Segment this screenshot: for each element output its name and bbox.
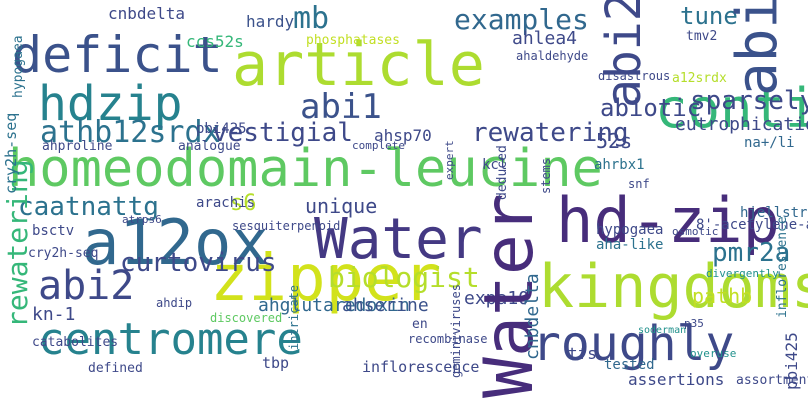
word-ahproline: ahserine: [342, 295, 429, 316]
word-kcl: bsctv: [32, 223, 75, 239]
word-differed: snf: [628, 177, 650, 191]
word-en: pbi425: [196, 121, 247, 137]
word-tfiib: phosphatases: [306, 33, 400, 48]
word-athb12srdx: examples: [454, 3, 589, 36]
word-tbp: osmotic: [672, 225, 719, 238]
word-paint: disastrous: [598, 69, 671, 83]
word-hjellstrom: ahrbx1: [594, 157, 645, 173]
word-stems: stems: [539, 157, 553, 194]
word-expa10: eutrophication: [675, 114, 808, 135]
word-tune: abi2: [38, 263, 135, 309]
word-similarities: atrps6: [122, 213, 162, 226]
word-kn-1: rewatering: [472, 118, 629, 148]
word-sesquiterpenoid: a12srdx: [672, 71, 727, 86]
word-hypogaea: hypogaea: [11, 35, 26, 98]
word-centromere: centromere: [38, 314, 303, 365]
word-geminiviruses: geminiviruses: [449, 284, 463, 378]
word-tmv2: 8'-acetylene-abaeukaryotes: [696, 217, 808, 233]
word-abscisic: ahaldehyde: [516, 49, 589, 63]
word-mb: contigs: [655, 77, 808, 140]
word-sparsely: curtovirus: [120, 248, 277, 278]
word-recombinase: ahdip: [156, 296, 193, 310]
word-bsctv: kcl: [482, 157, 508, 173]
word-disastrous: aha-like: [596, 237, 664, 253]
word-a12ox: a12ox: [82, 206, 269, 279]
word-aha-like: tbp: [262, 354, 290, 372]
word-cry2h-seq: cry2h-seq: [2, 112, 20, 194]
word-s6: abiotic: [600, 94, 702, 122]
word-assortment: divergently: [706, 267, 779, 280]
word-ahrbx1: na+/li: [744, 135, 795, 151]
word-na-li: cry2h-seq: [28, 246, 99, 261]
word-overuse: tested: [604, 357, 655, 373]
word-article: article: [232, 30, 485, 100]
word-ccs52s: ahglutaredoxin: [258, 295, 410, 316]
word-eutrophication: kn-1: [32, 304, 76, 325]
word-complete: discovered: [210, 311, 283, 325]
word-explicit: recombinase: [408, 332, 488, 346]
word-ahaldehyde: ccs52s: [186, 32, 244, 51]
word-arachis: ahlea4: [512, 28, 578, 49]
word-catabolites: tmv2: [686, 29, 718, 44]
word-ahsp70: cnbdelta: [108, 4, 186, 23]
word-discovered: analogue: [178, 139, 241, 154]
word-ahdip: arachis: [196, 195, 256, 211]
word-osmotic: catabolites: [32, 335, 119, 350]
word-ahglutaredoxin: unique: [305, 194, 378, 218]
word-defined: sesquiterpenoid: [232, 219, 341, 233]
word-intricate: intricate: [287, 284, 301, 350]
word-unique: sparsely: [690, 86, 808, 116]
word-vestigial: athb12srdx: [40, 115, 221, 150]
word-pmr2a: vestigial: [212, 118, 353, 148]
word-abi1: abi1: [725, 0, 790, 96]
word-p35: tfs: [568, 344, 597, 363]
word-hardy: pathb: [692, 284, 753, 308]
word-uninterrupted: complete: [352, 139, 405, 152]
word-pathb: s6: [230, 191, 257, 216]
word-biomass: en: [412, 317, 428, 332]
word-52s: pmr2a: [712, 238, 791, 268]
word-atrps6: ahsp70: [374, 126, 432, 145]
word-roughly: roughly: [532, 316, 735, 372]
word-analogue: expa10: [464, 288, 530, 309]
word-abiotic: caatnattg: [18, 192, 159, 222]
word-ahlea4: hardy: [246, 12, 295, 31]
word-soderman: assertions: [628, 370, 725, 389]
word-inflorescence: inflorescence: [775, 216, 790, 318]
word-expert: expert: [443, 140, 456, 180]
word-deduced: deduced: [495, 145, 510, 200]
word-homeodomain-leucine: homeodomain-leucine: [8, 139, 603, 199]
word-assertions: overuse: [690, 347, 737, 360]
word-a12srdx: hypogaea: [596, 222, 664, 238]
word-zipper: zipper: [210, 242, 442, 316]
word-ahserine: 52s: [596, 129, 633, 153]
word-hdzip: Water: [314, 207, 483, 272]
word-cnbdelta: cnbdelta: [522, 273, 543, 360]
word-tested: p35: [684, 317, 704, 330]
word-biologist: mb: [293, 1, 330, 36]
word-curtovirus: biologist: [328, 261, 480, 294]
word-kingdoms: kingdoms: [538, 252, 808, 322]
word-divergently: inflorescence: [362, 358, 480, 376]
word-contigs: hdzip: [38, 76, 183, 132]
word-abi2: abi2: [596, 0, 652, 108]
word-deficit: deficit: [12, 26, 223, 84]
word-snf: hjellstrom: [740, 205, 808, 221]
word-tfs: assortment: [736, 373, 808, 388]
word-8-acetylene-abaeukaryotes: defined: [88, 361, 143, 376]
word-hd-zip: hd-zip: [556, 184, 780, 257]
word-phosphatases: ahproline: [42, 139, 113, 154]
word-examples: abi1: [300, 87, 382, 127]
word-caatnattg: tune: [680, 2, 738, 30]
word-class: soderman: [638, 325, 687, 336]
word-pbi425: pbi425: [782, 332, 801, 390]
